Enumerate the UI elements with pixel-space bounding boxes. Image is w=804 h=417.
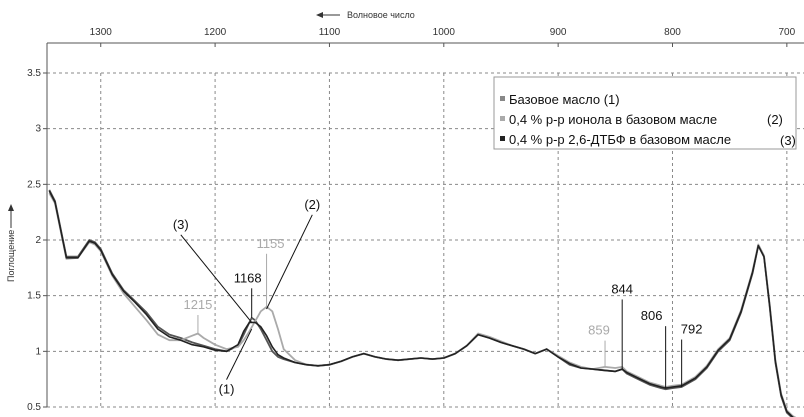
curve-leader-3 (180, 234, 253, 323)
y-tick-label: 3 (35, 124, 41, 135)
curve-leader-1 (226, 328, 253, 380)
series-line-1 (48, 189, 793, 417)
curve-label-1: (1) (219, 382, 235, 397)
legend-marker-3 (500, 136, 505, 141)
annotation-label-1215: 1215 (183, 297, 212, 312)
legend-label-1: Базовое масло (1) (509, 92, 620, 107)
y-tick-label: 3.5 (27, 68, 41, 79)
legend: Базовое масло (1) 0,4 % р-р ионола в баз… (493, 76, 797, 150)
annotation-label-859: 859 (588, 323, 610, 338)
series-line-2 (48, 192, 797, 417)
x-axis-title: Волновое число (316, 10, 415, 20)
y-tick-label: 2 (35, 235, 41, 246)
legend-label-2: 0,4 % р-р ионола в базовом масле (509, 112, 717, 127)
y-axis-label: Поглощение (6, 230, 16, 282)
annotation-labels: 1215 1155 1168 859 844 806 792 (1) (2) (3) (173, 197, 703, 397)
annotation-label-792: 792 (681, 322, 703, 337)
annotation-label-1168: 1168 (234, 270, 262, 285)
y-tick-labels: 0.5 1 1.5 2 2.5 3 3.5 (27, 68, 41, 413)
legend-label-3: 0,4 % р-р 2,6-ДТБФ в базовом масле (509, 132, 731, 147)
series-line-3 (48, 190, 795, 417)
curve-label-3: (3) (173, 217, 189, 232)
x-tick-label: 900 (550, 27, 567, 38)
plot-frame (43, 42, 804, 408)
x-tick-label: 700 (779, 27, 796, 38)
x-axis-arrow-head (316, 12, 323, 18)
annotation-label-806: 806 (641, 308, 663, 323)
x-tick-label: 1300 (90, 27, 113, 38)
series-lines (48, 189, 797, 417)
x-axis-label: Волновое число (347, 10, 415, 20)
y-axis-arrow-head (8, 204, 14, 211)
legend-suffix-3: (3) (780, 133, 796, 148)
annotation-lines (180, 214, 683, 389)
curve-label-2: (2) (304, 197, 320, 212)
legend-suffix-2: (2) (767, 112, 783, 127)
annotation-label-844: 844 (611, 281, 633, 296)
legend-marker-2 (500, 116, 505, 121)
curve-leader-2 (266, 214, 313, 310)
legend-item-2: 0,4 % р-р ионола в базовом масле (2) (500, 112, 783, 127)
legend-box (493, 76, 797, 150)
y-tick-label: 1.5 (27, 291, 41, 302)
y-tick-label: 2.5 (27, 179, 41, 190)
x-tick-label: 1200 (204, 27, 227, 38)
y-axis-title: Поглощение (6, 204, 16, 282)
annotation-label-1155: 1155 (257, 236, 285, 251)
x-tick-label: 800 (664, 27, 681, 38)
legend-item-3: 0,4 % р-р 2,6-ДТБФ в базовом масле (3) (500, 132, 796, 148)
x-tick-label: 1000 (433, 27, 456, 38)
y-tick-label: 0.5 (27, 402, 41, 413)
y-tick-label: 1 (35, 346, 41, 357)
legend-marker-1 (500, 96, 505, 101)
x-tick-label: 1100 (319, 27, 341, 38)
x-tick-labels: 1300 1200 1100 1000 900 800 700 (90, 27, 796, 38)
legend-item-1: Базовое масло (1) (500, 92, 620, 107)
